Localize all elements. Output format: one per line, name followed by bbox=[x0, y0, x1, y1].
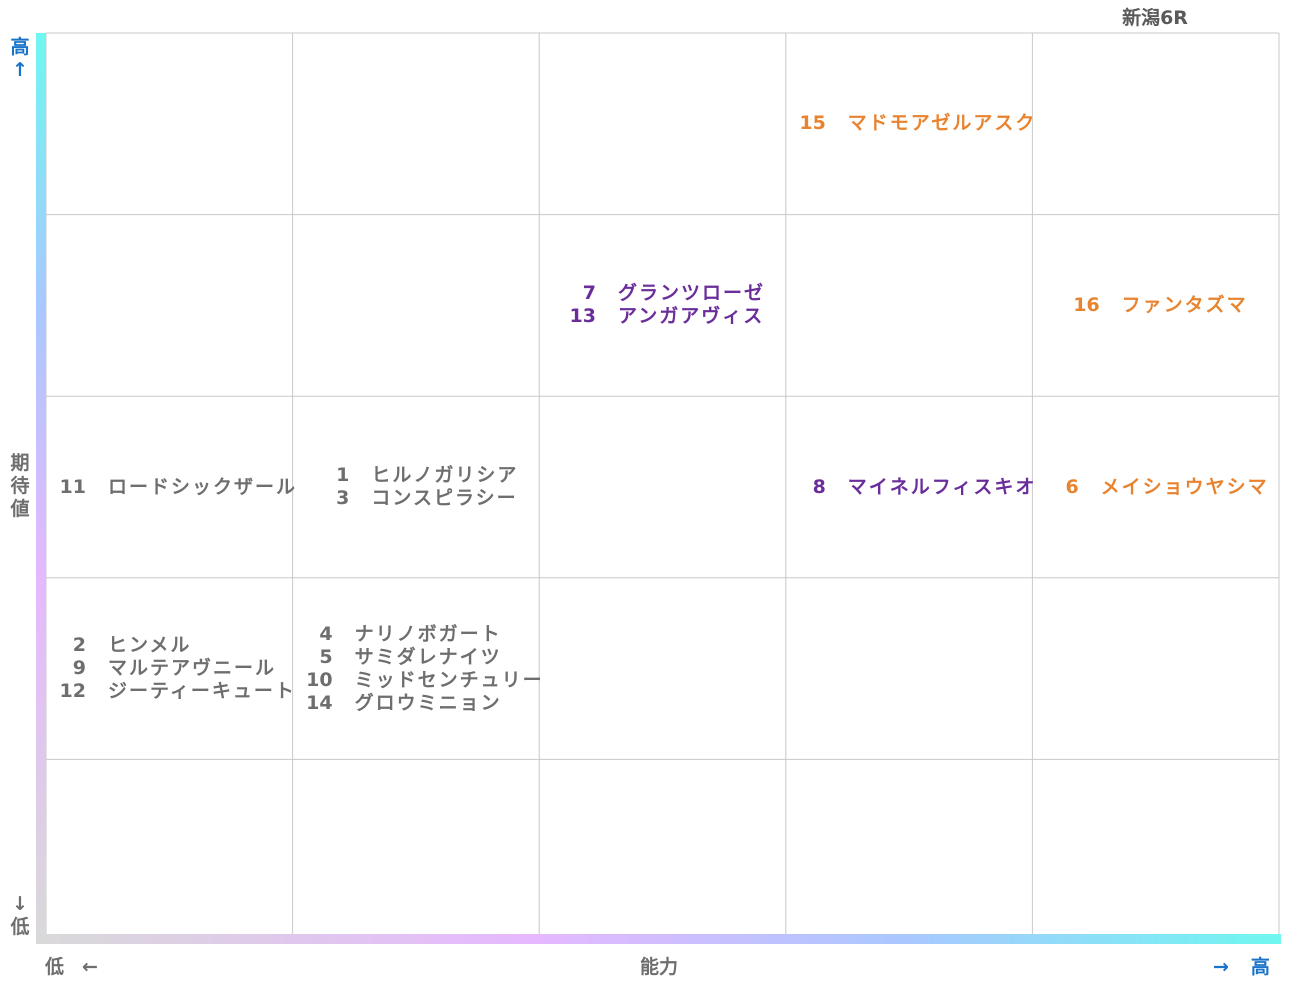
y-axis-label-char: 値 bbox=[10, 498, 30, 520]
horse-entry: 14 グロウミニョン bbox=[297, 692, 544, 715]
horse-name: ナリノボガート bbox=[354, 622, 502, 645]
horse-number: 3 bbox=[336, 487, 350, 509]
y-axis-high: 高 ↑ bbox=[10, 36, 30, 81]
horse-number: 14 bbox=[306, 691, 333, 714]
horse-entry: 8 マイネルフィスキオ bbox=[790, 476, 1037, 499]
horse-name: ファンタズマ bbox=[1121, 293, 1248, 316]
matrix-cell: 15 マドモアゼルアスク bbox=[790, 112, 1034, 135]
horse-entry: 12 ジーティーキュート bbox=[50, 680, 296, 703]
horse-name: サミダレナイツ bbox=[354, 645, 502, 668]
horse-number: 16 bbox=[1073, 293, 1100, 316]
horse-number: 11 bbox=[59, 475, 86, 498]
horse-entry: 4 ナリノボガート bbox=[297, 623, 544, 646]
matrix-cell: 8 マイネルフィスキオ bbox=[790, 476, 1035, 499]
horse-number: 4 bbox=[319, 622, 333, 645]
horse-entry: 2 ヒンメル bbox=[50, 634, 296, 657]
horse-number: 9 bbox=[72, 657, 86, 680]
horse-name: マドモアゼルアスク bbox=[847, 112, 1037, 135]
horse-number: 5 bbox=[319, 645, 333, 668]
horse-entry: 3 コンスピラシー bbox=[313, 487, 518, 510]
horse-name: アンガアヴィス bbox=[617, 305, 765, 328]
horse-name: メイショウヤシマ bbox=[1100, 475, 1269, 498]
y-axis-label-char: 期 bbox=[10, 452, 30, 474]
horse-entry: 9 マルテアヴニール bbox=[50, 657, 296, 680]
horse-entry: 13 アンガアヴィス bbox=[560, 305, 765, 328]
y-axis-bar bbox=[36, 33, 46, 941]
horse-name: ジーティーキュート bbox=[108, 680, 296, 703]
matrix-cell: 11 ロードシックザール bbox=[50, 476, 295, 499]
horse-name: ヒンメル bbox=[108, 634, 192, 657]
horse-number: 7 bbox=[582, 282, 596, 305]
horse-entry: 1 ヒルノガリシア bbox=[313, 464, 518, 487]
horse-entry: 11 ロードシックザール bbox=[50, 476, 297, 499]
matrix-cell: 16 ファンタズマ bbox=[1036, 294, 1275, 317]
horse-name: ヒルノガリシア bbox=[371, 464, 519, 486]
horse-entry: 6 メイショウヤシマ bbox=[1043, 476, 1269, 499]
matrix-cell: 1 ヒルノガリシア 3 コンスピラシー bbox=[297, 464, 536, 510]
x-axis-low: 低 ← bbox=[45, 956, 98, 978]
y-axis-label-char: 待 bbox=[10, 475, 30, 497]
horse-entry: 5 サミダレナイツ bbox=[297, 646, 544, 669]
horse-entry: 16 ファンタズマ bbox=[1064, 294, 1248, 317]
horse-number: 2 bbox=[72, 634, 86, 657]
matrix-cell: 4 ナリノボガート 5 サミダレナイツ 10 ミッドセンチュリー 14 グロウミニョン bbox=[297, 623, 541, 715]
horse-name: ミッドセンチュリー bbox=[354, 668, 544, 691]
horse-name: コンスピラシー bbox=[371, 487, 518, 509]
matrix-cell: 2 ヒンメル 9 マルテアヴニール 12 ジーティーキュート bbox=[50, 634, 294, 703]
horse-number: 6 bbox=[1065, 475, 1079, 498]
horse-name: マルテアヴニール bbox=[108, 657, 277, 680]
horse-entry: 15 マドモアゼルアスク bbox=[790, 112, 1037, 135]
horse-name: ロードシックザール bbox=[108, 475, 298, 498]
horse-number: 13 bbox=[569, 305, 596, 328]
horse-number: 10 bbox=[306, 668, 333, 691]
y-axis-low: ↓ 低 bbox=[10, 893, 30, 938]
horse-name: グロウミニョン bbox=[354, 691, 502, 714]
horse-name: マイネルフィスキオ bbox=[847, 475, 1037, 498]
matrix-cell: 6 メイショウヤシマ bbox=[1036, 476, 1275, 499]
horse-number: 8 bbox=[812, 475, 826, 498]
x-axis-high: → 高 bbox=[1213, 956, 1270, 978]
x-axis-label: 能力 bbox=[640, 956, 679, 978]
horse-name: グランツローゼ bbox=[617, 282, 765, 305]
horse-number: 1 bbox=[336, 464, 350, 486]
horse-number: 15 bbox=[799, 112, 826, 135]
race-title: 新潟6R bbox=[1122, 7, 1188, 29]
y-axis-label: 期待値 bbox=[9, 452, 31, 521]
horse-entry: 7 グランツローゼ bbox=[560, 282, 765, 305]
horse-number: 12 bbox=[59, 680, 86, 703]
matrix-cell: 7 グランツローゼ 13 アンガアヴィス bbox=[543, 282, 782, 328]
horse-entry: 10 ミッドセンチュリー bbox=[297, 669, 544, 692]
x-axis-bar bbox=[36, 934, 1281, 944]
